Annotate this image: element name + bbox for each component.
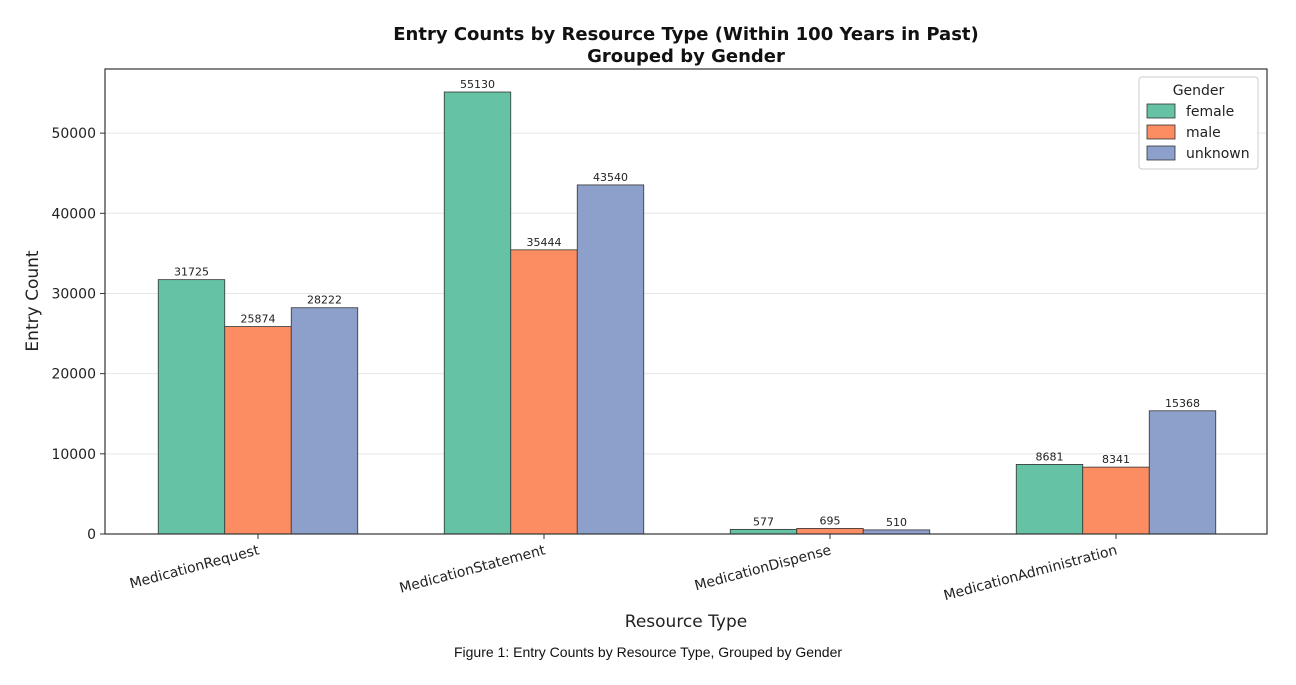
bar-female-MedicationAdministration [1015, 464, 1084, 535]
legend-swatch-male [1146, 124, 1176, 140]
bar-female-MedicationRequest [157, 279, 226, 535]
y-axis-label: Entry Count [23, 250, 43, 351]
bar-value-label: 8681 [1036, 450, 1064, 463]
bar-unknown-MedicationStatement [576, 184, 645, 535]
x-axis: MedicationRequest MedicationStatement Medi… [128, 534, 1119, 604]
bar-unknown-MedicationRequest [290, 307, 359, 535]
bar-value-label: 31725 [174, 266, 209, 279]
legend: Gender female male unknown [1138, 76, 1259, 170]
bar-value-label: 8341 [1102, 453, 1130, 466]
x-tick-label: MedicationStatement [398, 542, 548, 596]
chart-title-line-2: Grouped by Gender [587, 46, 785, 67]
bar-male-MedicationDispense [796, 528, 864, 535]
bar-female-MedicationStatement [443, 91, 512, 535]
bar-male-MedicationStatement [510, 249, 578, 535]
legend-entry-male: male [1186, 125, 1221, 141]
bar-value-label: 15368 [1165, 397, 1200, 410]
figure-caption: Figure 1: Entry Counts by Resource Type,… [453, 644, 843, 660]
bar-female-MedicationDispense [729, 528, 798, 535]
x-tick-label: MedicationRequest [128, 542, 262, 592]
bar-male-MedicationRequest [224, 326, 292, 535]
y-tick-label: 30000 [51, 286, 96, 302]
bar-value-label: 577 [753, 515, 774, 528]
bar-value-label: 35444 [527, 236, 562, 249]
y-tick-label: 40000 [51, 206, 96, 222]
y-tick-label: 50000 [51, 126, 96, 142]
bar-male-MedicationAdministration [1082, 466, 1150, 535]
bar-value-label: 25874 [241, 313, 276, 326]
y-tick-label: 20000 [51, 367, 96, 383]
bar-chart: Entry Counts by Resource Type (Within 10… [23, 24, 1268, 632]
y-axis: 0 10000 20000 30000 40000 50000 [51, 126, 105, 543]
bar-value-label: 28222 [307, 294, 342, 307]
bar-unknown-MedicationDispense [862, 529, 931, 535]
legend-swatch-female [1146, 103, 1176, 119]
x-axis-label: Resource Type [625, 612, 747, 632]
bar-unknown-MedicationAdministration [1148, 410, 1217, 535]
bar-value-label: 43540 [593, 171, 628, 184]
bar-value-label: 55130 [460, 78, 495, 91]
legend-swatch-unknown [1146, 145, 1176, 161]
x-tick-label: MedicationAdministration [942, 542, 1119, 604]
legend-title: Gender [1173, 83, 1225, 99]
legend-entry-female: female [1186, 104, 1234, 120]
plot-frame [104, 68, 1268, 535]
bar-value-label: 695 [820, 514, 841, 527]
y-tick-label: 10000 [51, 447, 96, 463]
legend-entry-unknown: unknown [1186, 146, 1250, 162]
bars: 31725 25874 28222 55130 35444 43540 577 695 510 8… [157, 78, 1217, 535]
x-tick-label: MedicationDispense [693, 542, 833, 594]
y-tick-label: 0 [87, 527, 96, 543]
bar-value-label: 510 [886, 516, 907, 529]
chart-title-line-1: Entry Counts by Resource Type (Within 10… [393, 24, 979, 45]
